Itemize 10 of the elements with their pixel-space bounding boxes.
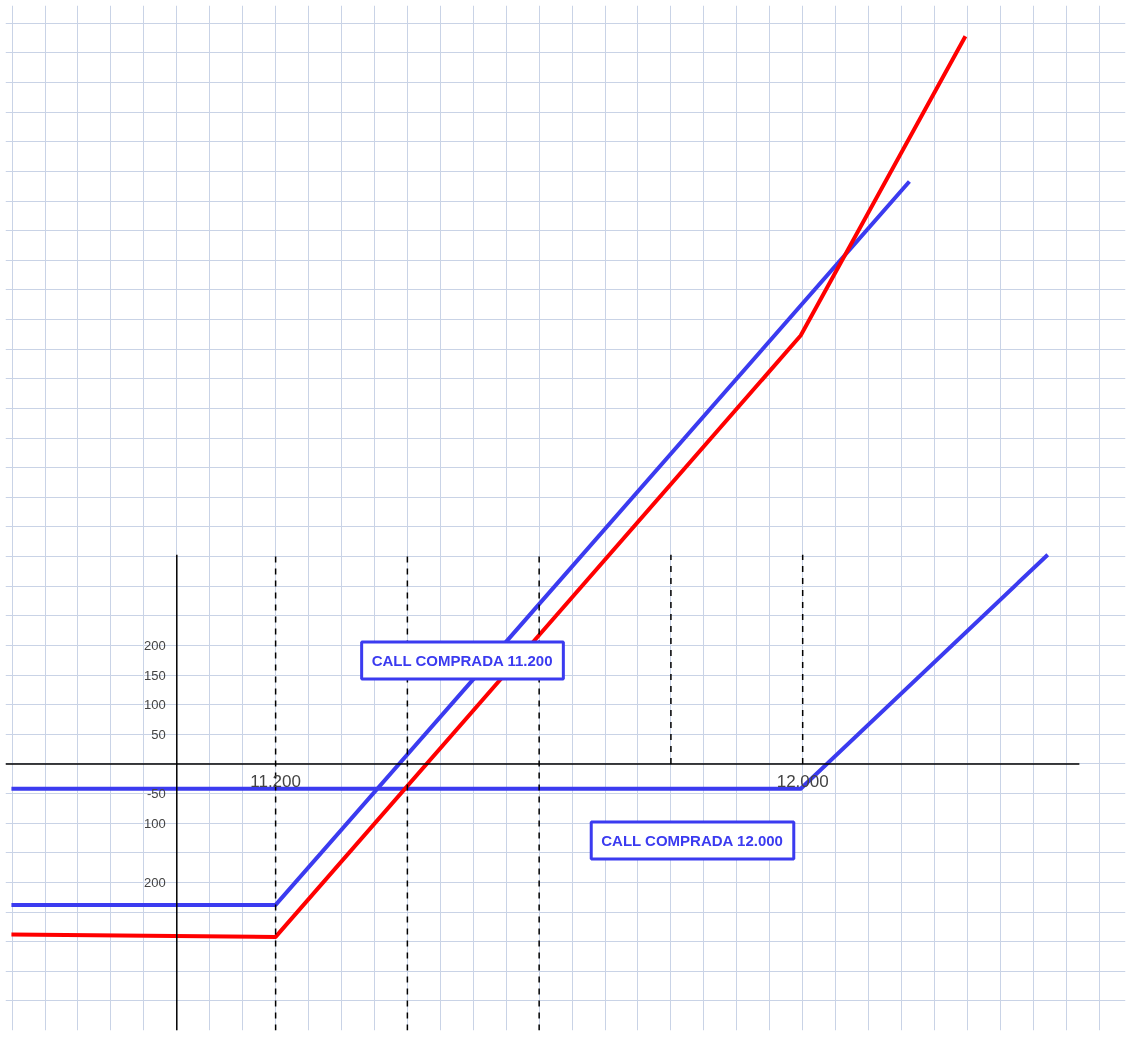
line-series bbox=[9, 34, 968, 939]
y-tick-label: 200 bbox=[144, 637, 166, 653]
annotation: CALL COMPRADA 12.000 bbox=[601, 832, 783, 849]
y-tick-label: 100 bbox=[144, 697, 166, 713]
y-tick-label: 100 bbox=[144, 815, 166, 831]
y-tick-label: 150 bbox=[144, 667, 166, 683]
y-tick-label: 200 bbox=[144, 874, 166, 890]
y-tick-label: 50 bbox=[151, 726, 166, 742]
x-tick-label: 11.200 bbox=[250, 771, 301, 791]
annotation: CALL COMPRADA 11.200 bbox=[371, 652, 553, 669]
